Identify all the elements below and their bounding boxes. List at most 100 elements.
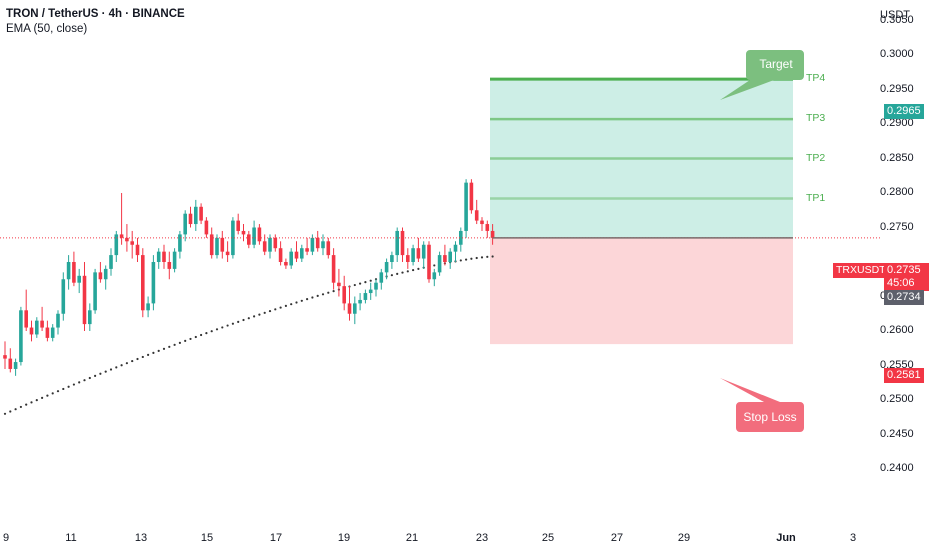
price-tick: 0.2400 <box>880 462 914 474</box>
time-tick: 17 <box>269 532 283 544</box>
indicator-legend: EMA (50, close) <box>6 23 88 35</box>
tp-label-tp3: TP3 <box>806 112 826 125</box>
time-tick: 21 <box>405 532 419 544</box>
ema-point <box>178 341 181 344</box>
candle-body <box>443 255 447 262</box>
candle-body <box>368 289 373 294</box>
ema-point <box>30 401 33 404</box>
ema-point <box>147 353 150 357</box>
candle-body <box>236 220 240 231</box>
candle-body <box>167 262 172 269</box>
stop-loss-callout[interactable] <box>720 378 804 432</box>
ema-point <box>396 272 399 275</box>
time-tick: 13 <box>134 532 148 544</box>
ema-point <box>412 268 415 272</box>
candle-body <box>374 282 378 290</box>
candle-body <box>421 244 426 259</box>
ema-point <box>491 255 494 258</box>
candle-body <box>384 262 389 273</box>
candle-body <box>199 206 203 221</box>
time-tick: 15 <box>200 532 214 544</box>
ema-point <box>115 366 118 369</box>
candle-body <box>247 234 251 245</box>
loss-zone <box>490 237 793 345</box>
ema-point <box>210 330 213 333</box>
ema-point <box>131 359 134 363</box>
ema-point <box>173 343 176 346</box>
last-price-value: 0.2735 <box>887 264 921 276</box>
target-price-badge: 0.2965 <box>884 104 924 119</box>
candle-body <box>141 255 145 311</box>
time-tick: 23 <box>475 532 489 544</box>
ema-point <box>290 303 293 306</box>
candle-body <box>130 241 134 245</box>
stop-price-badge: 0.2581 <box>884 368 924 383</box>
price-tick: 0.2900 <box>880 117 914 129</box>
ema-point <box>353 283 356 287</box>
candle-body <box>35 320 39 335</box>
target-callout[interactable] <box>720 50 804 100</box>
tp-label-tp1: TP1 <box>806 191 826 204</box>
ema-point <box>41 396 44 399</box>
candle-body <box>72 262 76 283</box>
ema-point <box>141 355 144 359</box>
candle-body <box>395 230 399 256</box>
candle-body <box>342 286 346 304</box>
candle-body <box>40 320 44 328</box>
candle-body <box>310 237 315 252</box>
candle-body <box>146 303 150 311</box>
ema-point <box>205 332 208 335</box>
candle-body <box>209 234 214 256</box>
time-tick: 3 <box>849 532 857 544</box>
ema-point <box>120 364 123 367</box>
time-tick: 29 <box>677 532 691 544</box>
ema-point <box>406 270 409 273</box>
candle-body <box>416 248 421 259</box>
ema-point <box>62 387 65 391</box>
candle-body <box>241 230 246 235</box>
ema-point <box>25 403 28 406</box>
candle-body <box>93 272 97 311</box>
ema-point <box>88 376 91 380</box>
candle-body <box>262 241 267 252</box>
candle-body <box>278 248 283 262</box>
candle-body <box>88 310 92 325</box>
candles <box>3 179 495 376</box>
ema-point <box>189 337 192 341</box>
ema-point <box>9 410 12 413</box>
ema-point <box>279 306 282 309</box>
ema-point <box>390 274 393 277</box>
ema-point <box>332 290 335 293</box>
symbol-badge: TRXUSDT <box>833 263 889 278</box>
ema-point <box>470 257 473 260</box>
time-tick: 11 <box>65 532 77 544</box>
tp-label-tp4: TP4 <box>806 72 826 85</box>
ema-point <box>417 267 420 270</box>
ema-point <box>268 309 272 313</box>
candle-body <box>231 220 235 256</box>
candle-body <box>337 282 341 287</box>
candle-body <box>183 213 187 235</box>
ema-point <box>486 255 489 258</box>
ema-point <box>78 381 81 384</box>
ema-point <box>263 311 266 314</box>
candle-body <box>172 251 177 269</box>
candle-body <box>66 262 71 280</box>
candle-body <box>268 237 272 252</box>
ema-point <box>67 385 70 388</box>
time-tick: Jun <box>776 532 796 544</box>
ema-point <box>152 351 155 354</box>
ema-point <box>306 298 309 301</box>
ema-point <box>258 313 261 316</box>
candle-body <box>400 230 405 256</box>
candle-body <box>220 237 225 252</box>
price-tick: 0.3050 <box>880 13 914 26</box>
candle-body <box>162 251 166 262</box>
ema-point <box>83 379 86 382</box>
price-tick: 0.2850 <box>880 151 914 164</box>
candle-body <box>252 227 256 245</box>
candle-body <box>427 244 431 280</box>
ema-point <box>311 296 314 299</box>
stop-loss-callout-label: Stop Loss <box>743 410 797 424</box>
